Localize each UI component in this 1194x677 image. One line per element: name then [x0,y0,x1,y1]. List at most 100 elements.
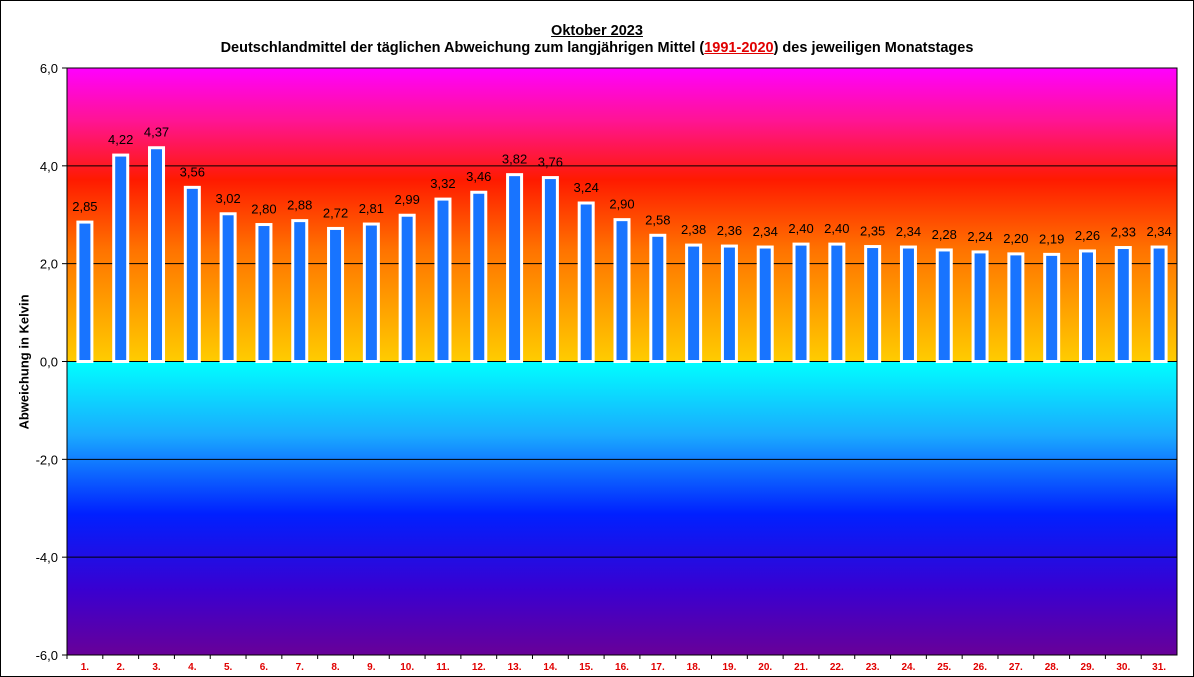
data-label: 2,19 [1039,231,1064,246]
data-label: 2,34 [896,224,921,239]
x-tick-label: 10. [400,662,414,673]
bar [183,185,201,363]
bar [112,153,130,363]
data-label: 2,28 [932,227,957,242]
x-tick-label: 3. [152,662,161,673]
plot-area-negative [67,361,1177,655]
bar [577,201,595,363]
x-tick-label: 8. [331,662,340,673]
bar [362,222,380,363]
x-tick-label: 28. [1045,662,1059,673]
data-label: 3,82 [502,152,527,167]
chart-subtitle: Deutschlandmittel der täglichen Abweichu… [0,40,1194,57]
x-tick-label: 6. [260,662,269,673]
bar [291,219,309,363]
data-label: 2,33 [1111,225,1136,240]
data-label: 2,40 [824,221,849,236]
x-tick-label: 21. [794,662,808,673]
data-label: 2,24 [967,229,992,244]
x-tick-label: 4. [188,662,197,673]
bar [935,248,953,363]
data-label: 2,34 [753,224,778,239]
x-tick-label: 5. [224,662,233,673]
y-tick-labels: 6,0 4,0 2,0 0,0 -2,0 -4,0 -6,0 [36,61,58,663]
plot-border [66,67,1178,656]
data-label: 2,20 [1003,231,1028,246]
axes [62,67,1178,659]
x-tick-label: 25. [937,662,951,673]
data-label: 2,38 [681,222,706,237]
bar [76,220,94,363]
bar [828,242,846,364]
x-tick-labels: 1. 2. 3. 4. 5. 6. 7. 8. 9. 10. 11. 12. 13. 14. 15. 16. 1… [81,662,1167,673]
data-label: 2,80 [251,202,276,217]
bar [756,245,774,363]
bar [1007,252,1025,363]
bar [470,190,488,363]
x-tick-label: 11. [436,662,450,673]
x-tick-label: 15. [579,662,593,673]
bar [255,223,273,363]
bar [219,212,237,363]
bar [720,244,738,364]
y-tick-label: 0,0 [40,355,58,370]
x-tick-label: 13. [508,662,522,673]
x-tick-label: 30. [1116,662,1130,673]
data-label: 3,76 [538,155,563,170]
x-tick-label: 17. [651,662,665,673]
x-tick-label: 29. [1081,662,1095,673]
bar [864,245,882,364]
bar [434,197,452,363]
x-tick-label: 2. [117,662,126,673]
bar [649,233,667,363]
data-label: 3,46 [466,169,491,184]
data-label: 4,37 [144,125,169,140]
data-label: 3,32 [430,176,455,191]
data-label: 2,81 [359,201,384,216]
data-label: 2,72 [323,205,348,220]
bar [685,243,703,364]
x-tick-label: 18. [687,662,701,673]
subtitle-part-3: ) des jeweiligen Monatstages [773,40,974,56]
subtitle-part-1: Deutschlandmittel der täglichen Abweichu… [220,40,705,56]
x-tick-label: 31. [1152,662,1166,673]
x-tick-label: 24. [901,662,915,673]
bar [971,250,989,363]
data-label: 2,88 [287,198,312,213]
data-label: 2,40 [788,221,813,236]
data-label: 2,35 [860,224,885,239]
x-tick-label: 23. [866,662,880,673]
chart-title-block: Oktober 2023 Deutschlandmittel der tägli… [0,23,1194,57]
x-tick-label: 12. [472,662,486,673]
bar [506,173,524,363]
data-label: 2,34 [1146,224,1171,239]
bar [792,242,810,364]
bar [1114,246,1132,363]
bar [613,218,631,363]
bars [76,146,1168,364]
y-tick-label: 4,0 [40,159,58,174]
y-tick-label: 2,0 [40,257,58,272]
data-label: 2,36 [717,223,742,238]
data-label: 2,26 [1075,228,1100,243]
reference-period: 1991-2020 [704,40,774,56]
data-label: 3,24 [574,180,599,195]
x-tick-label: 26. [973,662,987,673]
data-label: 2,85 [72,199,97,214]
y-tick-label: 6,0 [40,61,58,76]
x-tick-label: 22. [830,662,844,673]
bar [1078,249,1096,363]
data-label: 2,90 [609,197,634,212]
x-tick-label: 14. [543,662,557,673]
chart-title: Oktober 2023 [551,23,643,39]
x-tick-label: 20. [758,662,772,673]
x-tick-label: 19. [722,662,736,673]
bar [899,245,917,363]
bar [148,146,166,363]
x-tick-label: 1. [81,662,90,673]
x-tick-label: 9. [367,662,376,673]
data-label: 3,02 [215,191,240,206]
bar [541,176,559,363]
x-tick-label: 7. [296,662,305,673]
